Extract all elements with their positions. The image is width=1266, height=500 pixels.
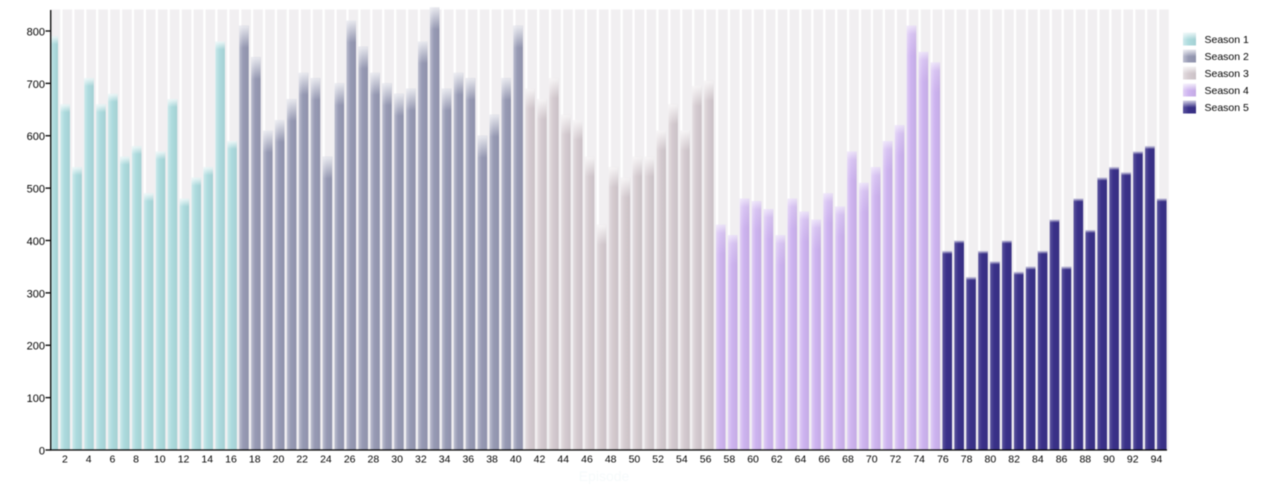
svg-text:200: 200 [27,341,45,353]
svg-text:Season 1: Season 1 [1205,34,1250,46]
svg-text:92: 92 [1127,453,1139,465]
svg-text:100: 100 [27,393,45,405]
svg-text:Episode: Episode [579,468,630,484]
svg-text:14: 14 [201,453,213,465]
svg-text:500: 500 [27,184,45,196]
svg-text:32: 32 [415,453,427,465]
svg-text:24: 24 [320,453,332,465]
svg-text:94: 94 [1151,453,1163,465]
svg-text:0: 0 [39,445,45,457]
svg-text:Season 2: Season 2 [1205,51,1250,63]
svg-text:300: 300 [27,288,45,300]
svg-text:42: 42 [534,453,546,465]
svg-text:72: 72 [890,453,902,465]
svg-text:16: 16 [225,453,237,465]
svg-text:38: 38 [486,453,498,465]
svg-text:60: 60 [747,453,759,465]
svg-text:Season 4: Season 4 [1205,85,1250,97]
svg-text:46: 46 [581,453,593,465]
svg-text:4: 4 [86,453,92,465]
svg-text:86: 86 [1056,453,1068,465]
svg-text:90: 90 [1103,453,1115,465]
svg-text:50: 50 [629,453,641,465]
svg-text:78: 78 [961,453,973,465]
svg-text:88: 88 [1079,453,1091,465]
svg-text:62: 62 [771,453,783,465]
svg-text:74: 74 [913,453,925,465]
svg-text:66: 66 [818,453,830,465]
svg-text:20: 20 [273,453,285,465]
svg-text:700: 700 [27,79,45,91]
svg-text:44: 44 [557,453,569,465]
svg-text:Season 5: Season 5 [1205,102,1250,114]
svg-text:8: 8 [133,453,139,465]
svg-text:30: 30 [391,453,403,465]
svg-text:56: 56 [700,453,712,465]
svg-text:64: 64 [795,453,807,465]
svg-text:70: 70 [866,453,878,465]
svg-text:36: 36 [462,453,474,465]
svg-text:800: 800 [27,26,45,38]
svg-text:28: 28 [368,453,380,465]
svg-text:52: 52 [652,453,664,465]
svg-text:54: 54 [676,453,688,465]
svg-text:10: 10 [154,453,166,465]
svg-text:68: 68 [842,453,854,465]
svg-text:2: 2 [62,453,68,465]
svg-text:6: 6 [109,453,115,465]
svg-text:26: 26 [344,453,356,465]
svg-text:34: 34 [439,453,451,465]
svg-text:400: 400 [27,236,45,248]
svg-text:76: 76 [937,453,949,465]
svg-text:84: 84 [1032,453,1044,465]
svg-text:Season 3: Season 3 [1205,68,1250,80]
svg-text:80: 80 [985,453,997,465]
svg-text:22: 22 [296,453,308,465]
svg-text:40: 40 [510,453,522,465]
svg-text:48: 48 [605,453,617,465]
svg-text:18: 18 [249,453,261,465]
svg-text:12: 12 [178,453,190,465]
svg-text:58: 58 [723,453,735,465]
svg-text:82: 82 [1008,453,1020,465]
svg-text:600: 600 [27,131,45,143]
